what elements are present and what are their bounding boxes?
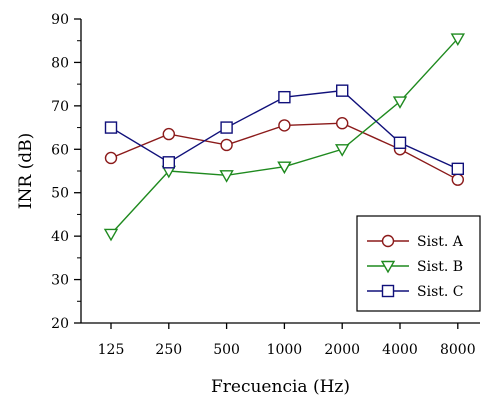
x-tick-label: 1000: [267, 342, 303, 358]
data-point: [392, 96, 408, 109]
data-point: [278, 90, 291, 104]
legend-item: Sist. B: [367, 259, 463, 275]
y-tick-label: 80: [51, 55, 69, 71]
x-tick-label: 500: [213, 342, 240, 358]
x-tick-label: 2000: [324, 342, 360, 358]
y-tick-label: 20: [51, 316, 69, 332]
x-tick-label: 8000: [440, 342, 476, 358]
y-tick-label: 50: [51, 186, 69, 202]
legend-label: Sist. B: [417, 259, 463, 275]
y-tick-label: 90: [51, 12, 69, 28]
legend-item: Sist. A: [367, 234, 464, 250]
series-layer: [103, 33, 466, 242]
legend: Sist. A Sist. B Sist. C: [356, 215, 481, 312]
legend-label: Sist. C: [417, 284, 464, 300]
series-1: [104, 117, 464, 186]
x-tick-label: 125: [98, 342, 125, 358]
data-point: [103, 228, 119, 242]
data-point: [336, 84, 349, 97]
series-3: [104, 84, 464, 176]
data-point: [277, 161, 292, 175]
data-point: [450, 33, 466, 46]
data-point: [162, 156, 176, 169]
series-2: [103, 33, 466, 242]
data-point: [220, 138, 233, 152]
legend-box: [356, 215, 481, 312]
data-point: [162, 127, 176, 141]
x-axis-title: Frecuencia (Hz): [211, 377, 350, 397]
data-point: [334, 144, 350, 157]
data-point: [220, 121, 233, 134]
y-tick-label: 40: [51, 229, 69, 245]
data-point: [336, 117, 349, 130]
legend-item: Sist. C: [367, 284, 464, 300]
data-point: [451, 162, 464, 176]
y-tick-label: 70: [51, 99, 69, 115]
data-point: [104, 121, 118, 134]
data-point: [219, 170, 234, 183]
data-point: [393, 136, 407, 149]
legend-marker: [380, 260, 396, 274]
x-axis: 125 250 500 1000 2000 4000 8000: [81, 322, 480, 358]
y-axis: 20 30 40 50 60 70 80 90: [51, 12, 82, 332]
data-point: [278, 119, 291, 132]
y-tick-label: 60: [51, 142, 69, 158]
y-tick-label: 30: [51, 273, 69, 289]
y-axis-title: INR (dB): [16, 133, 36, 209]
data-point: [451, 173, 464, 186]
legend-marker: [381, 234, 395, 248]
x-tick-label: 250: [155, 342, 182, 358]
legend-label: Sist. A: [417, 234, 464, 250]
legend-marker: [381, 284, 395, 298]
x-tick-label: 4000: [382, 342, 418, 358]
data-point: [104, 151, 118, 165]
